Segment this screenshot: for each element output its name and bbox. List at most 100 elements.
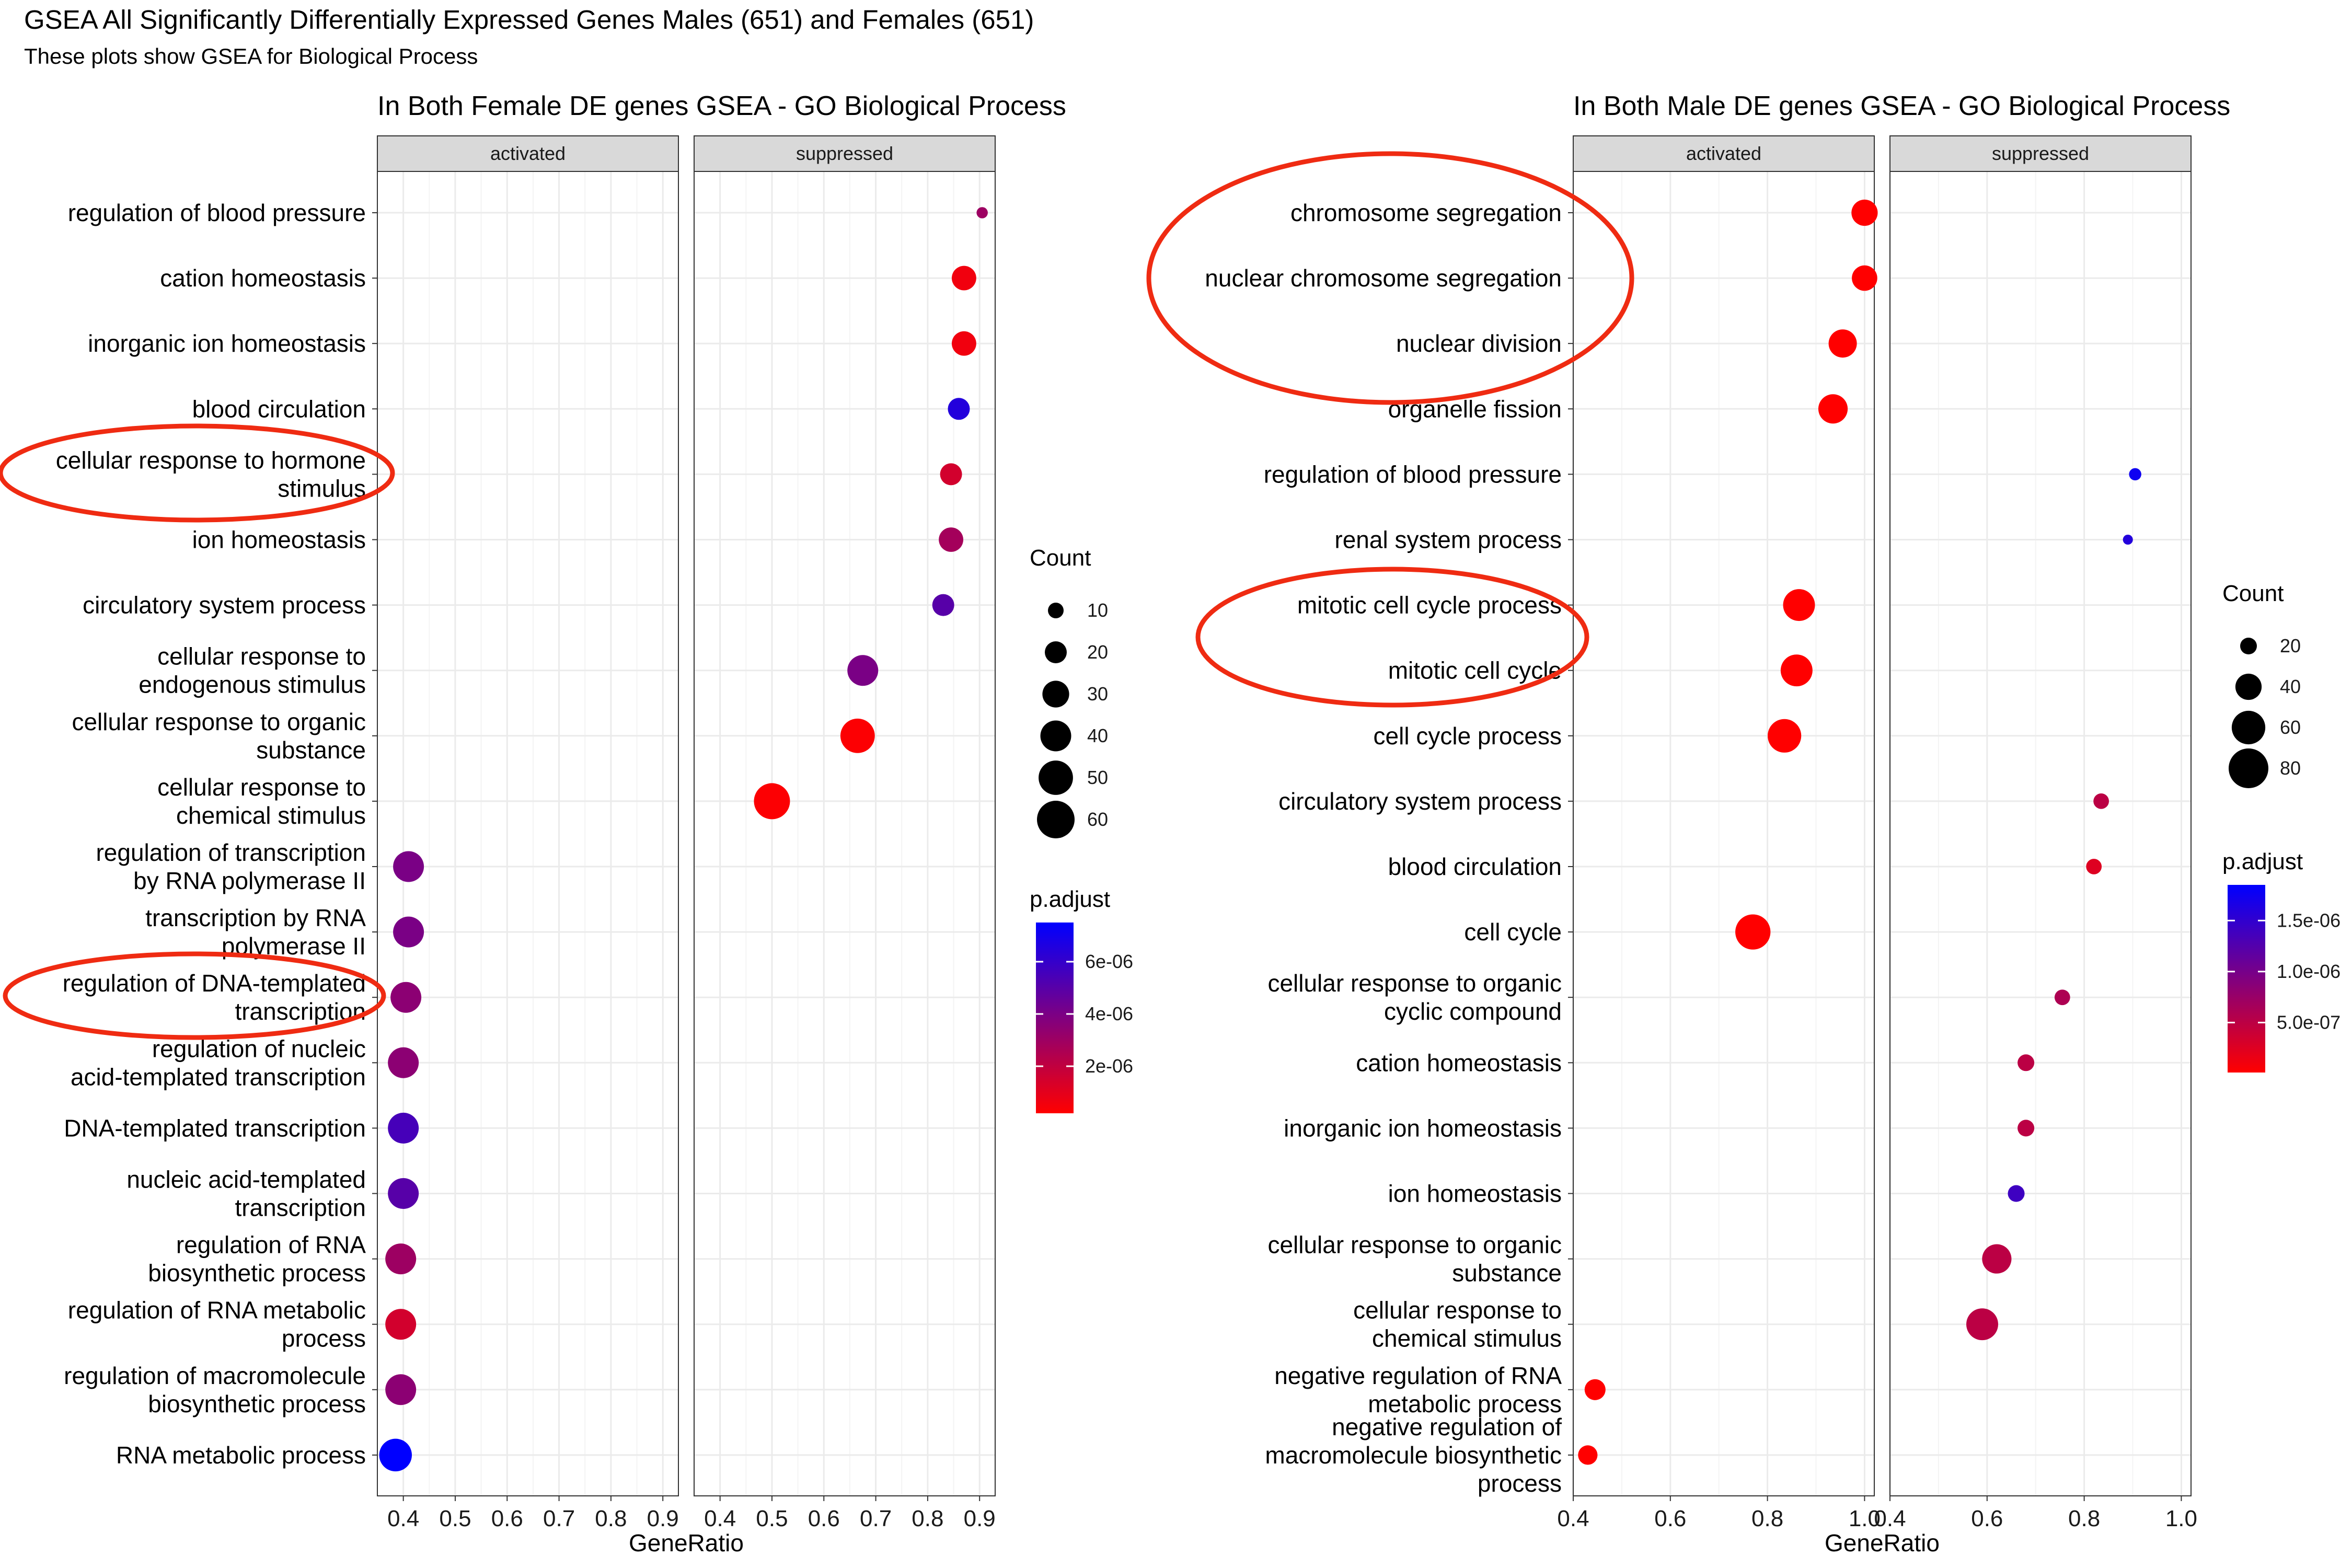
data-point	[385, 1309, 417, 1340]
y-tick-label: regulation of blood pressure	[68, 199, 366, 226]
highlight-ellipse	[1146, 151, 1634, 405]
panel-background	[377, 171, 678, 1496]
data-point	[1735, 914, 1771, 950]
colorbar-label: 6e-06	[1085, 951, 1133, 972]
legend-size-label: 60	[1087, 809, 1108, 830]
data-point	[2129, 468, 2141, 481]
panel-background	[1890, 171, 2191, 1496]
data-point	[1584, 1379, 1606, 1400]
x-tick-label: 0.7	[543, 1506, 575, 1531]
y-tick-label: nuclear division	[1396, 330, 1562, 357]
x-tick-label: 0.8	[2068, 1506, 2100, 1531]
y-tick-label: cation homeostasis	[160, 264, 366, 292]
colorbar	[1036, 923, 1074, 1113]
legend-size-key	[1039, 760, 1073, 795]
y-tick-label: macromolecule biosynthetic	[1265, 1442, 1562, 1469]
panel-background	[694, 171, 995, 1496]
y-tick-label: by RNA polymerase II	[133, 867, 366, 894]
data-point	[1783, 589, 1815, 621]
data-point	[1768, 719, 1802, 753]
y-tick-label: inorganic ion homeostasis	[88, 330, 366, 357]
data-point	[2086, 859, 2102, 874]
highlight-ellipse	[1195, 567, 1589, 708]
data-point	[847, 655, 879, 686]
data-point	[940, 463, 962, 486]
y-tick-label: circulatory system process	[83, 592, 366, 619]
y-tick-label: biosynthetic process	[148, 1390, 366, 1417]
y-tick-label: acid-templated transcription	[71, 1063, 366, 1090]
x-tick-label: 0.9	[964, 1506, 996, 1531]
highlight-ellipse	[0, 423, 395, 523]
y-tick-label: circulatory system process	[1278, 788, 1562, 815]
legend-size-label: 50	[1087, 767, 1108, 788]
data-point	[2017, 1054, 2035, 1071]
colorbar-label: 1.5e-06	[2277, 909, 2341, 931]
x-tick-label: 0.9	[647, 1506, 679, 1531]
data-point	[1780, 654, 1813, 687]
data-point	[390, 982, 422, 1013]
x-tick-label: 0.8	[595, 1506, 627, 1531]
colorbar	[2228, 885, 2265, 1073]
panel-border	[694, 171, 996, 1496]
x-axis-label: GeneRatio	[629, 1529, 744, 1557]
legend-title: p.adjust	[1030, 886, 1110, 912]
data-point	[1966, 1308, 1998, 1341]
x-tick-label: 0.6	[1971, 1506, 2003, 1531]
x-tick-label: 0.4	[1557, 1506, 1589, 1531]
y-tick-label: chemical stimulus	[1372, 1325, 1562, 1352]
legend-title: Count	[1030, 545, 1091, 571]
y-tick-label: DNA-templated transcription	[64, 1114, 366, 1142]
x-tick-label: 0.4	[704, 1506, 736, 1531]
data-point	[388, 1047, 419, 1078]
legend-size-label: 10	[1087, 599, 1108, 621]
x-axis-label: GeneRatio	[1825, 1529, 1940, 1557]
data-point	[393, 851, 424, 882]
legend-size-key	[1037, 801, 1075, 838]
y-tick-label: stimulus	[278, 475, 366, 502]
y-tick-label: cellular response to	[1353, 1297, 1562, 1324]
legend-size-key	[1042, 681, 1069, 708]
data-point	[393, 916, 424, 948]
highlight-ellipse	[3, 951, 386, 1040]
data-point	[1818, 394, 1848, 424]
panel-border	[1889, 171, 2192, 1496]
data-point	[951, 331, 976, 356]
legend-size-key	[1044, 641, 1067, 664]
y-tick-label: mitotic cell cycle	[1388, 657, 1562, 684]
y-tick-label: process	[1478, 1470, 1562, 1497]
panel-background	[1573, 171, 1874, 1496]
colorbar-label: 2e-06	[1085, 1055, 1133, 1077]
data-point	[840, 718, 875, 753]
data-point	[2093, 793, 2109, 809]
x-tick-label: 0.5	[756, 1506, 788, 1531]
data-point	[1578, 1445, 1598, 1465]
y-tick-label: biosynthetic process	[148, 1260, 366, 1287]
y-tick-label: cellular response to organic	[1267, 1231, 1562, 1259]
legend-size-label: 40	[2280, 676, 2301, 697]
y-tick-label: cyclic compound	[1384, 998, 1562, 1025]
x-tick-label: 0.6	[1654, 1506, 1686, 1531]
y-tick-label: ion homeostasis	[1388, 1180, 1562, 1207]
data-point	[2123, 534, 2133, 545]
data-point	[1828, 329, 1857, 358]
x-tick-label: 0.8	[1751, 1506, 1783, 1531]
y-tick-label: ion homeostasis	[192, 526, 366, 554]
y-tick-label: blood circulation	[1388, 853, 1562, 880]
data-point	[948, 398, 970, 420]
x-tick-label: 0.5	[439, 1506, 471, 1531]
y-tick-label: nuclear chromosome segregation	[1205, 264, 1562, 292]
data-point	[379, 1438, 412, 1472]
y-tick-label: inorganic ion homeostasis	[1284, 1114, 1562, 1142]
legend-size-key	[1040, 720, 1071, 752]
colorbar-label: 5.0e-07	[2277, 1011, 2341, 1033]
y-tick-label: substance	[256, 736, 366, 764]
y-tick-label: cellular response to	[157, 774, 366, 801]
y-tick-label: cellular response to hormone	[56, 446, 366, 474]
data-point	[939, 527, 964, 552]
colorbar-label: 1.0e-06	[2277, 961, 2341, 982]
legend-size-key	[2231, 710, 2266, 745]
data-point	[2008, 1185, 2025, 1202]
facet-label: activated	[1686, 143, 1761, 164]
x-tick-label: 0.6	[491, 1506, 523, 1531]
